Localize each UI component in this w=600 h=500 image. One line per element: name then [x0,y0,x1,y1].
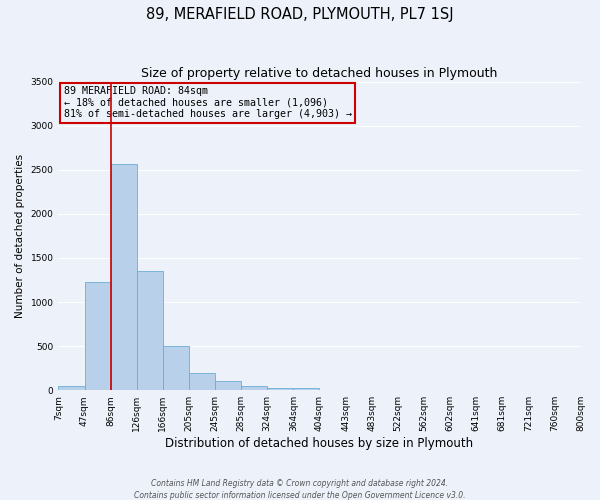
Bar [163,346,189,390]
Text: 89 MERAFIELD ROAD: 84sqm
← 18% of detached houses are smaller (1,096)
81% of sem: 89 MERAFIELD ROAD: 84sqm ← 18% of detach… [64,86,352,120]
Bar [267,388,293,390]
X-axis label: Distribution of detached houses by size in Plymouth: Distribution of detached houses by size … [166,437,473,450]
Bar [215,380,241,390]
Bar [293,388,319,390]
Bar [241,386,267,390]
Bar [189,372,215,390]
Bar [110,164,137,390]
Y-axis label: Number of detached properties: Number of detached properties [15,154,25,318]
Bar [137,271,163,390]
Title: Size of property relative to detached houses in Plymouth: Size of property relative to detached ho… [141,68,497,80]
Bar [58,386,85,390]
Text: 89, MERAFIELD ROAD, PLYMOUTH, PL7 1SJ: 89, MERAFIELD ROAD, PLYMOUTH, PL7 1SJ [146,8,454,22]
Bar [85,282,110,390]
Text: Contains HM Land Registry data © Crown copyright and database right 2024.
Contai: Contains HM Land Registry data © Crown c… [134,478,466,500]
